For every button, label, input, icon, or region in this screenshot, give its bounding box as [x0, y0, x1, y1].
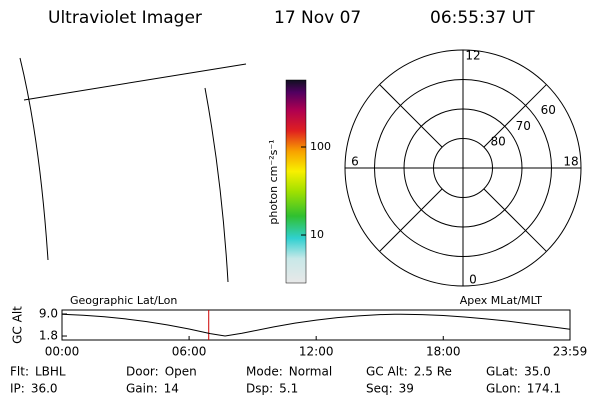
info-label: GLon: [486, 382, 521, 396]
plot-frame [61, 309, 571, 341]
polar-ring-label: 80 [491, 135, 506, 149]
mlt-label: 6 [351, 155, 359, 169]
info-value: 36.0 [31, 382, 58, 396]
colorbar [285, 79, 307, 284]
info-label: Door: [126, 365, 159, 379]
info-panel: Flt: LBHL IP: 36.0 Door: Open Gain: 14 Mode: Norm… [10, 365, 561, 396]
polar-diagonal [483, 188, 547, 252]
info-value: 39 [399, 382, 414, 396]
x-tick-label: 18:00 [426, 345, 461, 359]
map-line [23, 63, 247, 101]
info-value: Normal [289, 365, 332, 379]
map-line [204, 87, 229, 283]
info-value: 2.5 Re [414, 365, 452, 379]
polar-ring [374, 79, 552, 257]
mlt-label: 12 [465, 49, 480, 63]
info-value: Open [165, 365, 197, 379]
polar-ring-label: 60 [541, 103, 556, 117]
info-label: GLat: [486, 365, 518, 379]
y-tick-label: 9.0 [39, 306, 58, 320]
plot-left-label: Geographic Lat/Lon [70, 294, 177, 307]
mlt-label: 0 [469, 273, 477, 287]
info-label: Dsp: [246, 382, 273, 396]
polar-ring [403, 108, 523, 228]
info-label: Seq: [366, 382, 393, 396]
info-label: IP: [10, 382, 25, 396]
x-tick-label: 06:00 [172, 345, 207, 359]
y-tick-label: 1.8 [39, 329, 58, 343]
info-value: 35.0 [524, 365, 551, 379]
info-label: Gain: [126, 382, 158, 396]
instrument: Ultraviolet Imager [48, 8, 202, 28]
info-value: 174.1 [527, 382, 561, 396]
x-tick-label: 00:00 [45, 345, 80, 359]
info-label: Flt: [10, 365, 29, 379]
altitude-plot: Geographic Lat/Lon Apex MLat/MLT GC Alt 9.0… [11, 294, 588, 359]
plot-right-label: Apex MLat/MLT [460, 294, 543, 307]
geo-map [19, 57, 247, 283]
polar-diagonal [379, 188, 443, 252]
time: 06:55:37 UT [430, 8, 535, 28]
map-line [19, 57, 49, 261]
polar-diagonal [379, 84, 443, 148]
info-label: Mode: [246, 365, 283, 379]
altitude-line [61, 313, 571, 337]
x-tick-label: 12:00 [299, 345, 334, 359]
date: 17 Nov 07 [274, 8, 361, 28]
info-value: 14 [164, 382, 179, 396]
polar-diagonal [483, 84, 547, 148]
x-tick-label: 23:59 [553, 345, 588, 359]
info-label: GC Alt: [366, 365, 408, 379]
y-axis-label: GC Alt [11, 306, 25, 344]
polar-ring-label: 70 [516, 119, 531, 133]
mlt-label: 18 [563, 155, 578, 169]
info-value: 5.1 [279, 382, 298, 396]
colorbar-tick-label: 10 [310, 228, 324, 241]
info-value: LBHL [35, 365, 66, 379]
colorbar-tick-label: 100 [310, 140, 331, 153]
polar-ring [433, 138, 493, 198]
colorbar-label: photon cm⁻²s⁻¹ [267, 139, 280, 224]
